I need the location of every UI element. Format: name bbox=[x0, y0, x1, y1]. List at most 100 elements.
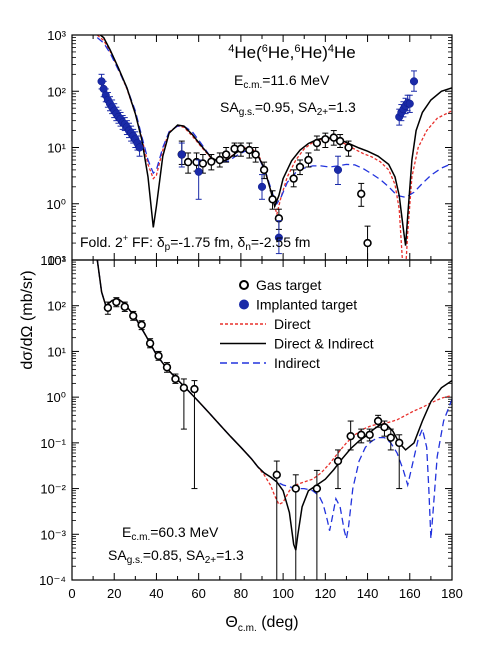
fold-form-factor-label: Fold. 2+ FF: δp=-1.75 fm, δn=-2.55 fm bbox=[80, 233, 310, 253]
gas-target-point bbox=[346, 431, 355, 441]
gas-target-point bbox=[112, 297, 121, 307]
implanted-target-point bbox=[177, 150, 186, 159]
gas-target-point bbox=[395, 438, 404, 448]
gas-target-point bbox=[179, 383, 189, 393]
gas-target-point bbox=[335, 136, 345, 146]
gas-target-point bbox=[120, 302, 129, 311]
x-tick-label: 80 bbox=[234, 586, 248, 601]
gas-target-point bbox=[245, 145, 254, 155]
x-tick-label: 120 bbox=[314, 586, 336, 601]
gas-target-point bbox=[344, 143, 353, 152]
gas-target-point bbox=[137, 320, 146, 330]
y-tick-label: 10³ bbox=[47, 28, 66, 43]
y-tick-label: 10² bbox=[47, 84, 66, 99]
gas-target-point bbox=[259, 165, 269, 175]
energy-label-top: Ec.m.=11.6 MeV bbox=[234, 72, 330, 91]
gas-target-point bbox=[304, 155, 313, 165]
reaction-label: 4He(6He,6He)4He bbox=[228, 43, 356, 62]
legend-label-implanted: Implanted target bbox=[256, 297, 357, 313]
y-tick-label: 10¹ bbox=[47, 344, 66, 359]
gas-target-point bbox=[207, 157, 216, 166]
y-tick-label: 10² bbox=[47, 299, 66, 314]
x-tick-label: 160 bbox=[399, 586, 421, 601]
legend-symbol-implanted bbox=[239, 299, 249, 310]
x-tick-label: 20 bbox=[107, 586, 121, 601]
gas-target-point bbox=[183, 157, 193, 167]
gas-target-point bbox=[380, 423, 389, 432]
implanted-target-point bbox=[257, 182, 267, 191]
x-tick-label: 0 bbox=[68, 586, 75, 601]
gas-target-point bbox=[321, 135, 330, 144]
gas-target-point bbox=[198, 159, 208, 168]
panel-frame bbox=[71, 259, 453, 581]
gas-target-point bbox=[386, 433, 395, 442]
gas-target-point bbox=[268, 195, 277, 204]
x-tick-label: 180 bbox=[441, 586, 463, 601]
implanted-target-point bbox=[333, 165, 343, 174]
gas-target-point bbox=[221, 150, 231, 159]
gas-target-point bbox=[365, 430, 374, 440]
y-tick-label: 10⁻³ bbox=[40, 527, 66, 542]
gas-target-point bbox=[289, 174, 298, 183]
y-tick-label: 10¹ bbox=[47, 141, 66, 156]
gas-target-point bbox=[373, 416, 383, 426]
energy-label-bottom: Ec.m.=60.3 MeV bbox=[122, 524, 219, 543]
points-top bbox=[97, 70, 419, 260]
y-tick-label: 10³ bbox=[47, 253, 66, 268]
implanted-target-point bbox=[194, 167, 203, 176]
gas-target-point bbox=[215, 155, 224, 165]
gas-target-point bbox=[103, 303, 113, 313]
gas-target-point bbox=[129, 311, 138, 321]
gas-target-point bbox=[171, 374, 180, 384]
gas-target-point bbox=[162, 363, 172, 372]
y-tick-label: 10⁰ bbox=[46, 197, 66, 212]
gas-target-point bbox=[312, 138, 322, 148]
legend-symbol-gas bbox=[239, 280, 249, 290]
y-tick-label: 10⁻¹ bbox=[40, 436, 66, 451]
x-axis-title: Θc.m. (deg) bbox=[225, 614, 298, 634]
gas-target-point bbox=[145, 339, 155, 348]
legend-label-direct: Direct bbox=[274, 316, 311, 332]
sa-label-bottom: SAg.s.=0.85, SA2+=1.3 bbox=[108, 547, 244, 566]
y-tick-label: 10⁻⁴ bbox=[39, 573, 66, 588]
implanted-target-point bbox=[135, 143, 144, 152]
implanted-target-point bbox=[409, 77, 419, 86]
points-bottom bbox=[103, 297, 404, 580]
x-tick-label: 40 bbox=[149, 586, 163, 601]
x-tick-label: 100 bbox=[272, 586, 294, 601]
shared-annotations: Fold. 2+ FF: δp=-1.75 fm, δn=-2.55 fm 0 20… bbox=[19, 233, 463, 634]
legend-label-indirect: Indirect bbox=[274, 355, 320, 371]
implanted-target-point bbox=[274, 233, 283, 242]
gas-target-point bbox=[312, 484, 322, 493]
curve-both-bottom bbox=[96, 260, 452, 551]
gas-target-point bbox=[190, 384, 199, 394]
panel-top: 10⁻¹ 10⁰ 10¹ 10² 10³ 4He(6He,6He)4He Ec.m.=11.… bbox=[40, 28, 453, 268]
y-axis-title: dσ/dΩ (mb/sr) bbox=[19, 270, 36, 369]
implanted-target-point bbox=[405, 99, 414, 108]
sa-label-top: SAg.s.=0.95, SA2+=1.3 bbox=[220, 99, 356, 118]
legend-label-gas: Gas target bbox=[256, 277, 321, 293]
y-tick-label: 10⁻² bbox=[40, 482, 66, 497]
curve-both-top bbox=[99, 35, 452, 246]
gas-target-point bbox=[291, 484, 300, 493]
gas-target-point bbox=[251, 150, 260, 159]
gas-target-point bbox=[236, 144, 246, 153]
x-tick-label: 60 bbox=[191, 586, 205, 601]
gas-target-point bbox=[357, 430, 366, 440]
panel-frame bbox=[71, 34, 453, 261]
gas-target-point bbox=[329, 133, 338, 142]
y-tick-label: 10⁰ bbox=[46, 390, 66, 405]
gas-target-point bbox=[154, 351, 163, 361]
y-tick-label: 10⁻¹ bbox=[40, 253, 66, 268]
curves-top bbox=[96, 35, 452, 260]
curve-indirect-bottom bbox=[96, 260, 452, 539]
gas-target-point bbox=[333, 456, 343, 466]
gas-target-point bbox=[363, 238, 372, 248]
gas-target-point bbox=[272, 470, 281, 480]
legend: Gas target Implanted target Direct Direct &… bbox=[220, 277, 374, 371]
gas-target-point bbox=[295, 162, 305, 172]
legend-label-both: Direct & Indirect bbox=[274, 336, 374, 352]
x-tick-label: 140 bbox=[357, 586, 379, 601]
gas-target-point bbox=[357, 189, 366, 199]
